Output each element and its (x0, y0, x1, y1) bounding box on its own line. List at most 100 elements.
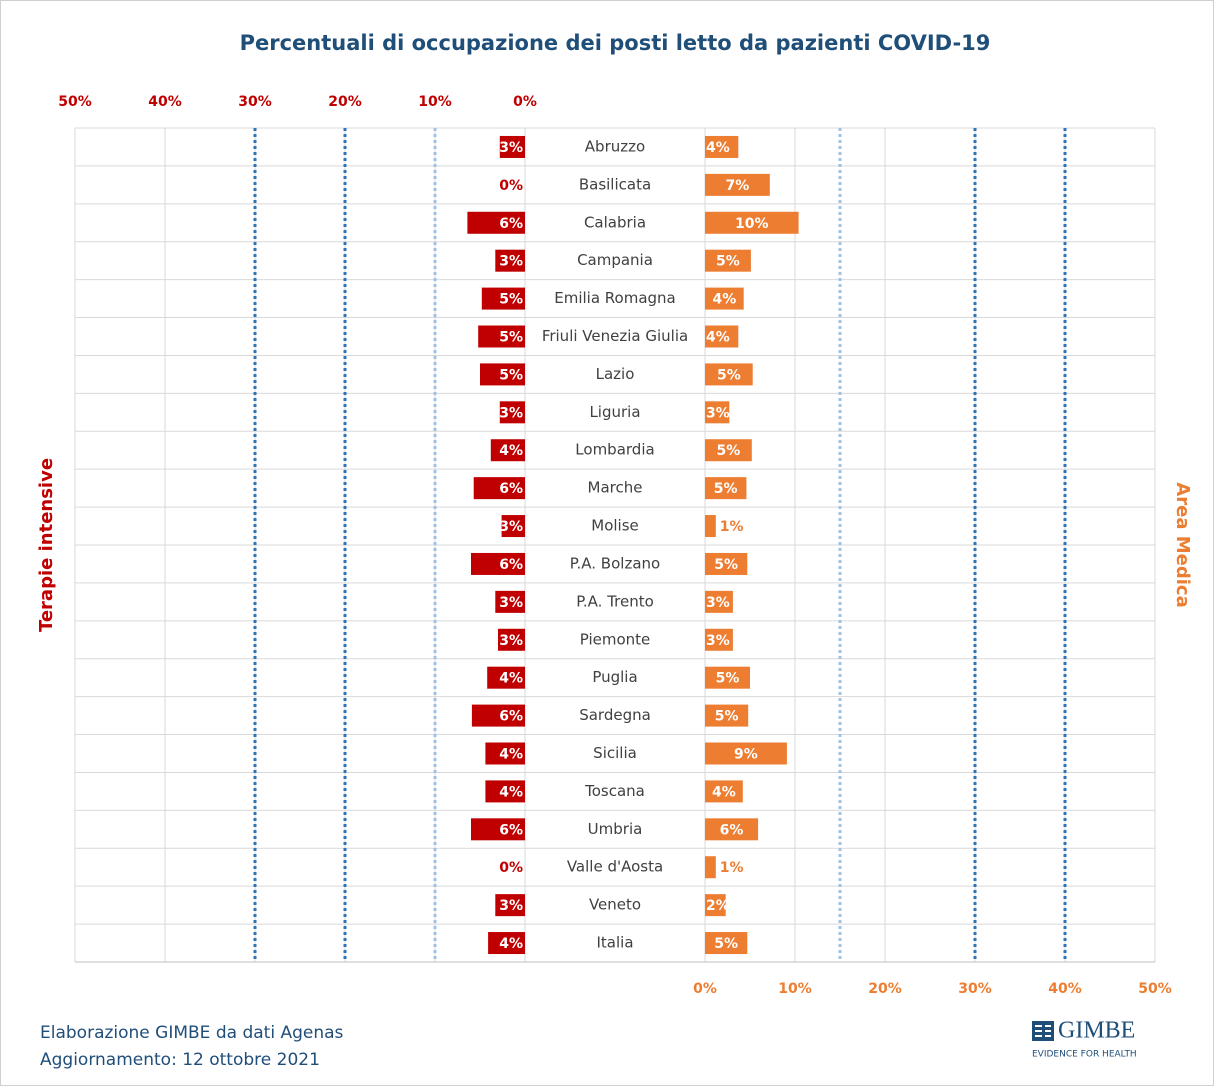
label-box (530, 473, 700, 504)
bar (705, 666, 750, 689)
value-label: 9% (734, 747, 758, 763)
bar (499, 135, 525, 158)
category-label: Marche (588, 479, 643, 497)
x-tick-label: 50% (58, 94, 92, 110)
bar (495, 590, 525, 613)
label-box (530, 776, 700, 807)
category-label: Puglia (592, 668, 637, 686)
value-label: 4% (499, 443, 523, 459)
category-label: Valle d'Aosta (567, 858, 663, 876)
x-tick-label: 0% (693, 981, 717, 997)
bar (487, 666, 525, 689)
axis-title: Area Medica (1172, 482, 1193, 607)
label-box (530, 586, 700, 617)
category-label: P.A. Trento (576, 592, 654, 610)
x-tick-label: 50% (1138, 981, 1172, 997)
footer-line: Aggiornamento: 12 ottobre 2021 (40, 1050, 320, 1070)
bar (705, 590, 733, 613)
logo: GIMBE EVIDENCE FOR HEALTH (1032, 1018, 1137, 1060)
value-label: 4% (499, 747, 523, 763)
value-label: 3% (499, 519, 523, 535)
bar (705, 363, 753, 386)
label-box (530, 435, 700, 466)
label-box (530, 890, 700, 921)
bar (499, 401, 525, 424)
bar (705, 249, 751, 272)
label-box (530, 131, 700, 162)
bar (705, 515, 716, 538)
value-label: 4% (499, 784, 523, 800)
bar (705, 325, 739, 348)
label-box (530, 738, 700, 769)
bar (471, 818, 525, 841)
label-box (530, 321, 700, 352)
value-label: 3% (706, 595, 730, 611)
label-box (530, 700, 700, 731)
bar (705, 628, 733, 651)
label-box (530, 245, 700, 276)
value-label: 3% (499, 898, 523, 914)
label-box (530, 548, 700, 579)
value-label: 6% (499, 709, 523, 725)
category-label: Lazio (596, 365, 635, 383)
category-label: Basilicata (579, 175, 651, 193)
x-tick-label: 20% (328, 94, 362, 110)
bar (490, 439, 525, 462)
value-label: 3% (499, 405, 523, 421)
bar (485, 742, 525, 765)
axis-title: Terapie intensive (36, 458, 57, 632)
category-label: Veneto (589, 896, 641, 914)
category-label: Toscana (584, 782, 645, 800)
value-label: 3% (706, 405, 730, 421)
x-tick-label: 40% (148, 94, 182, 110)
x-tick-label: 40% (1048, 981, 1082, 997)
value-label: 5% (499, 330, 523, 346)
bar (705, 780, 743, 803)
bar (473, 477, 525, 500)
category-label: Liguria (589, 403, 640, 421)
bar (705, 287, 744, 310)
label-box (530, 624, 700, 655)
value-label: 5% (715, 709, 739, 725)
category-label: Italia (596, 934, 633, 952)
value-label: 1% (720, 860, 744, 876)
value-label: 3% (499, 595, 523, 611)
bar (705, 742, 787, 765)
label-box (530, 207, 700, 238)
bar (705, 818, 759, 841)
value-label: 3% (706, 633, 730, 649)
logo-icon-lines (1035, 1025, 1051, 1037)
value-label: 6% (499, 557, 523, 573)
value-label: 0% (499, 860, 523, 876)
value-label: 6% (499, 822, 523, 838)
value-label: 5% (716, 671, 740, 687)
label-box (530, 359, 700, 390)
value-label: 6% (499, 216, 523, 232)
bar (705, 477, 747, 500)
bar (501, 515, 525, 538)
bar (705, 856, 716, 879)
value-label: 5% (716, 254, 740, 270)
value-label: 6% (499, 481, 523, 497)
label-box (530, 283, 700, 314)
label-box (530, 511, 700, 542)
bar (488, 932, 525, 955)
bar (481, 287, 525, 310)
category-label: Sicilia (593, 744, 637, 762)
value-label: 1% (720, 519, 744, 535)
category-label: P.A. Bolzano (570, 554, 660, 572)
value-label: 5% (499, 367, 523, 383)
value-label: 5% (714, 936, 738, 952)
bar (705, 894, 726, 917)
category-label: Umbria (588, 820, 643, 838)
value-label: 3% (499, 254, 523, 270)
bar (467, 211, 525, 234)
bar (485, 780, 525, 803)
label-box (530, 928, 700, 959)
x-tick-label: 10% (418, 94, 452, 110)
value-label: 5% (717, 367, 741, 383)
category-label: Molise (591, 517, 639, 535)
value-label: 4% (712, 784, 736, 800)
category-label: Piemonte (580, 630, 651, 648)
